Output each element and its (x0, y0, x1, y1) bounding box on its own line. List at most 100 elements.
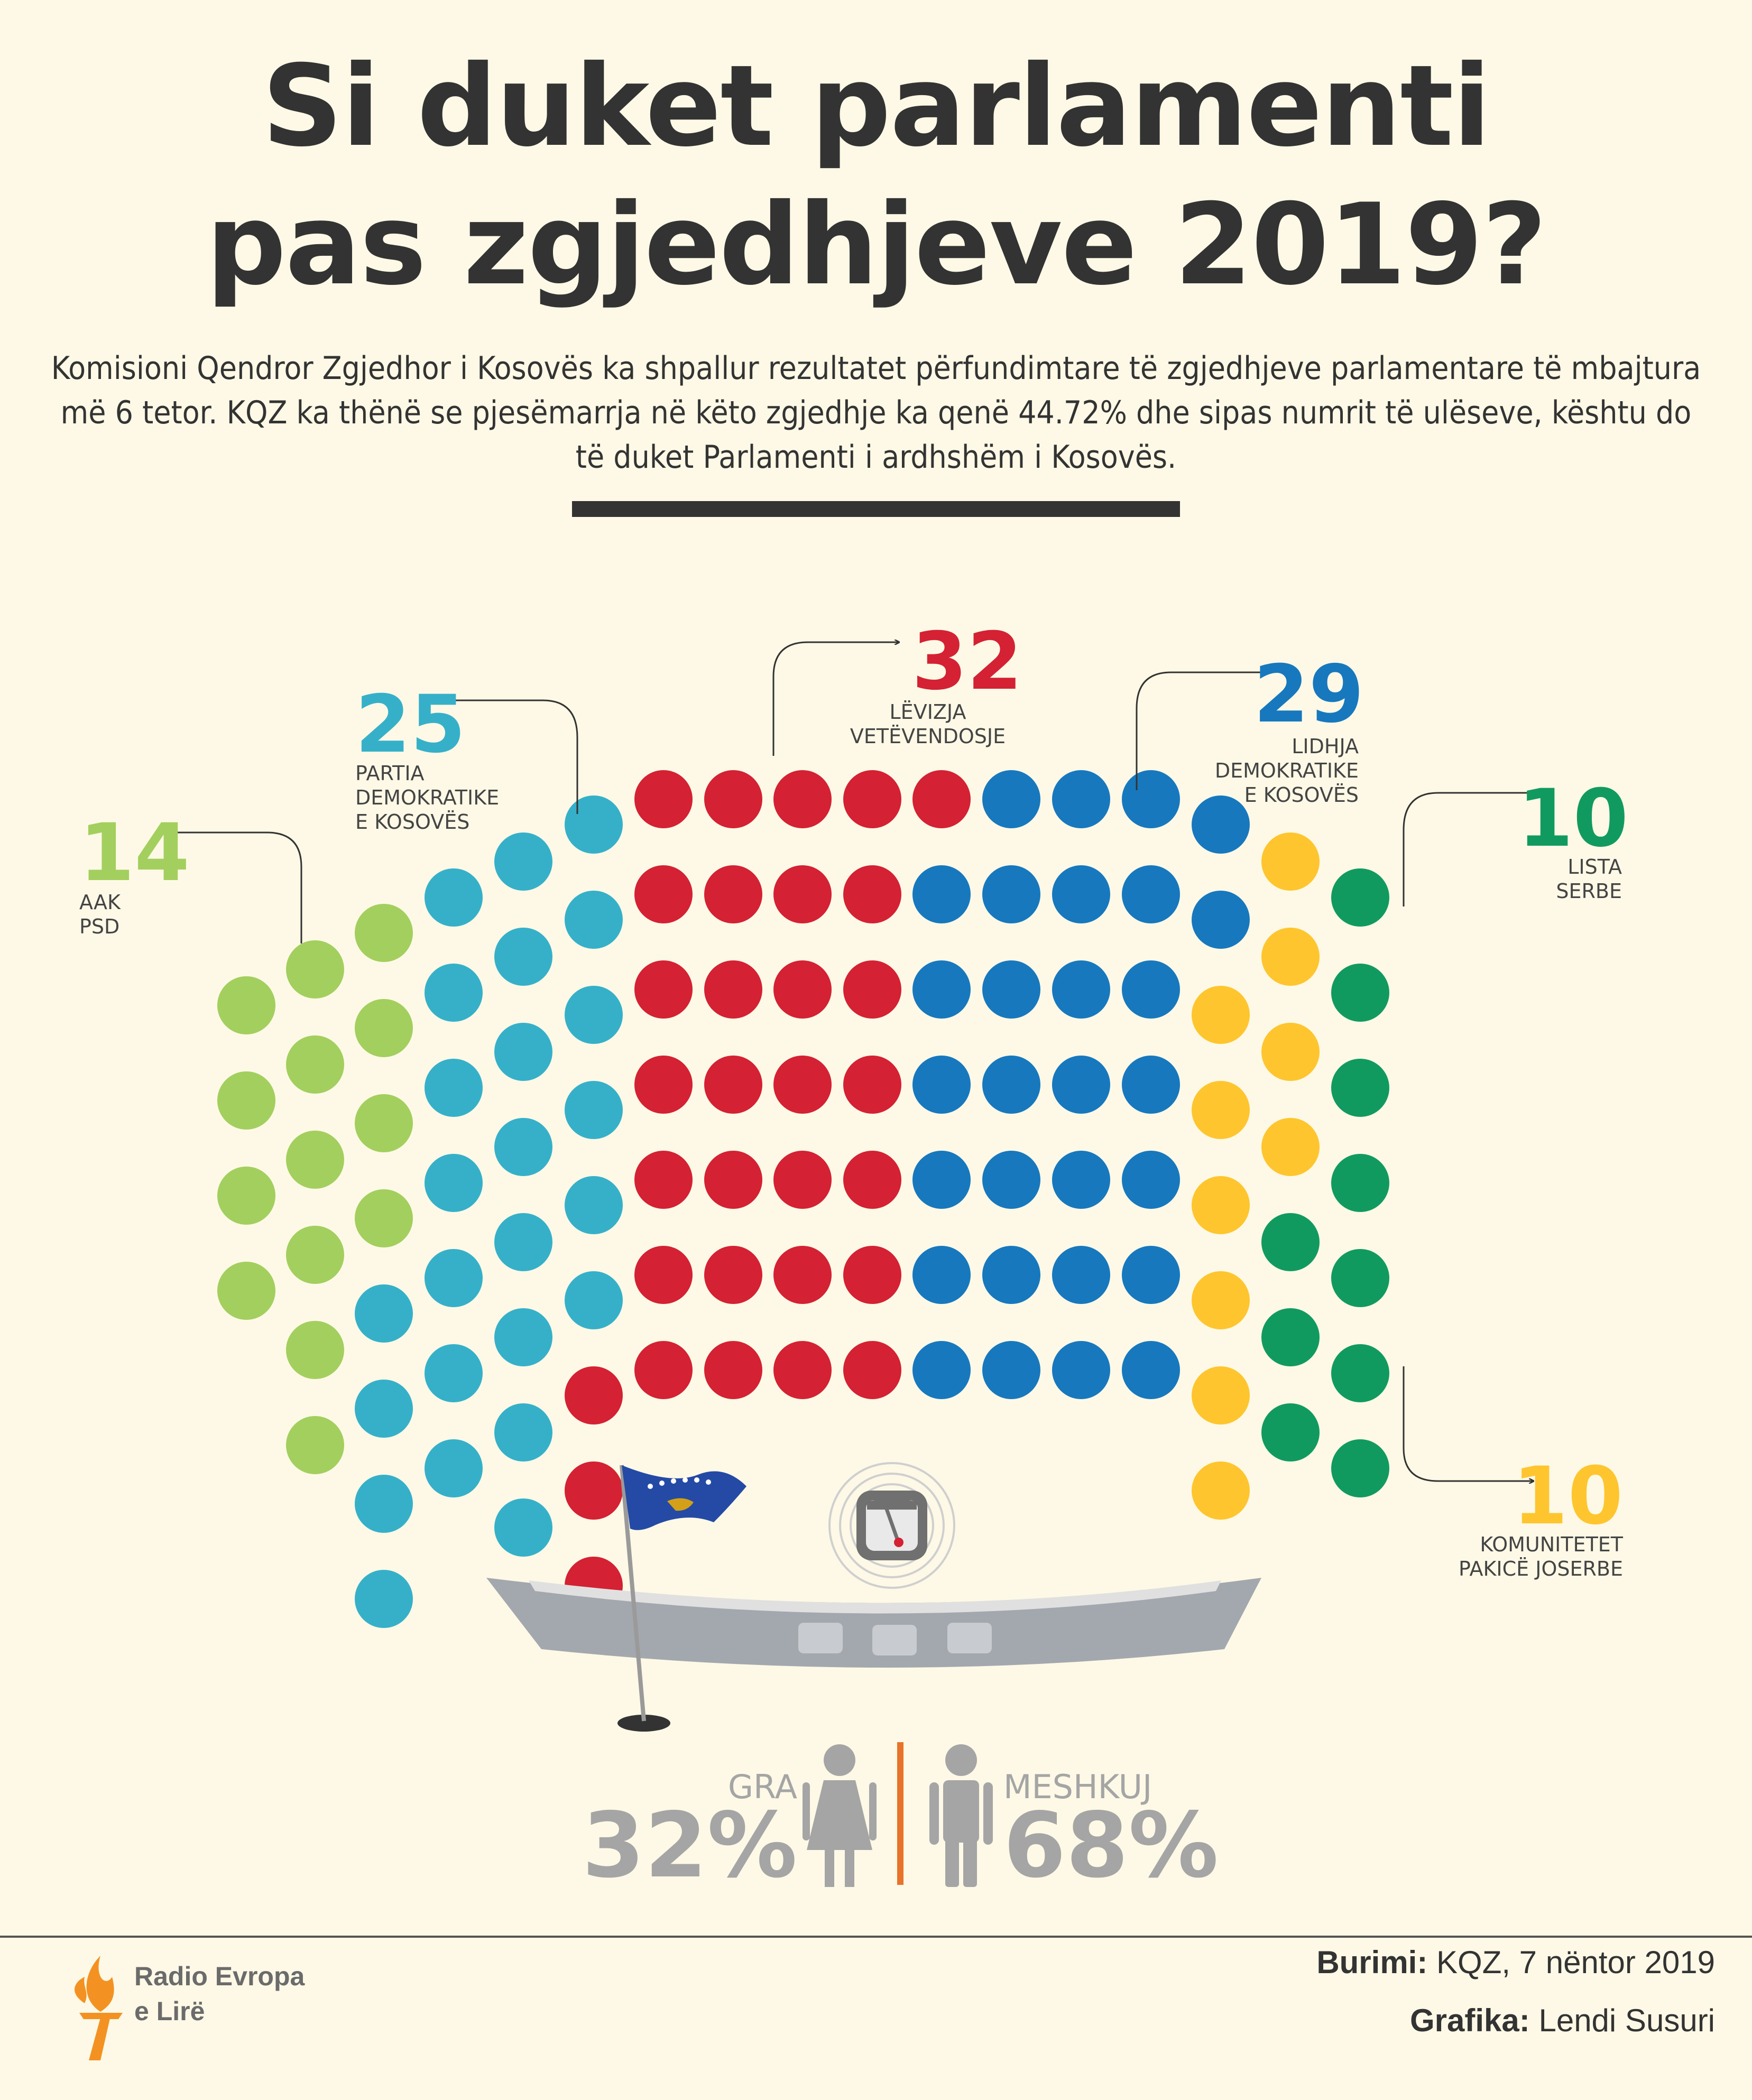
seat-dot (634, 865, 693, 923)
party-seat-count: 32 (912, 616, 1022, 708)
seat-dot (286, 1131, 344, 1189)
logo-line-1: Radio Evropa (134, 1962, 305, 1991)
seat-dot (355, 1284, 413, 1343)
seat-dot (425, 964, 483, 1022)
seat-dot (565, 795, 623, 854)
seat-dot (286, 1321, 344, 1379)
seat-dot (843, 1341, 901, 1399)
seat-dot (1052, 770, 1110, 828)
rfe-logo-text: Radio Evropa e Lirë (134, 1959, 305, 2029)
seat-dot (565, 1271, 623, 1329)
callout-arrow (1403, 1366, 1533, 1481)
seat-dot (1261, 928, 1320, 986)
seat-dot (1331, 1344, 1389, 1402)
seat-dot (912, 1246, 971, 1304)
seat-dot (494, 928, 552, 986)
seat-dot (355, 999, 413, 1057)
rfe-logo-icon (75, 1956, 123, 2060)
gender-divider (897, 1742, 903, 1885)
seat-dot (773, 1341, 832, 1399)
seat-dot (494, 1213, 552, 1271)
men-label: MESHKUJ (1003, 1768, 1152, 1806)
seat-dot (1122, 1151, 1180, 1209)
footer-divider (0, 1936, 1752, 1938)
seat-dot (494, 832, 552, 891)
seat-dot (1331, 868, 1389, 927)
seat-dot (1052, 865, 1110, 923)
seat-dot (982, 770, 1040, 828)
seat-dot (912, 1341, 971, 1399)
seat-dot (912, 1151, 971, 1209)
men-value: 68% (1003, 1793, 1219, 1898)
party-name: AAK PSD (79, 891, 121, 938)
seat-dot (773, 960, 832, 1019)
seat-dot (217, 1262, 275, 1320)
seat-dot (843, 865, 901, 923)
seat-dot (1122, 1341, 1180, 1399)
seat-dot (494, 1118, 552, 1176)
party-name-line: VETËVENDOSJE (850, 725, 1006, 748)
seat-dot (1261, 1118, 1320, 1176)
seat-dot (982, 865, 1040, 923)
source-value: KQZ, 7 nëntor 2019 (1436, 1945, 1715, 1980)
seat-dot (286, 1035, 344, 1094)
seat-dot (1122, 1056, 1180, 1114)
title-divider (572, 501, 1180, 517)
seat-dot (773, 770, 832, 828)
seat-dot (425, 1154, 483, 1212)
seat-dot (1052, 1246, 1110, 1304)
seats-group (217, 770, 1389, 1628)
seat-dot (912, 960, 971, 1019)
seat-dot (773, 1246, 832, 1304)
logo-line-2: e Lirë (134, 1996, 205, 2026)
party-name-line: LIDHJA (1292, 735, 1359, 758)
party-name-line: PSD (79, 915, 119, 938)
seat-dot (425, 868, 483, 927)
party-seat-count: 10 (1513, 1450, 1623, 1542)
seat-dot (1261, 1213, 1320, 1271)
seat-dot (1192, 1461, 1250, 1520)
women-label: GRA (728, 1768, 797, 1806)
seat-dot (634, 1056, 693, 1114)
women-value: 32% (582, 1793, 797, 1898)
seat-dot (1192, 1271, 1250, 1329)
seat-dot (494, 1308, 552, 1366)
seat-dot (1331, 1439, 1389, 1497)
woman-icon (803, 1744, 877, 1887)
seat-dot (1261, 1308, 1320, 1366)
party-name-line: E KOSOVËS (1244, 783, 1359, 807)
seat-dot (843, 770, 901, 828)
seat-dot (634, 1246, 693, 1304)
seat-dot (286, 1226, 344, 1284)
seat-dot (355, 1094, 413, 1152)
seat-dot (355, 1380, 413, 1438)
seat-dot (843, 1246, 901, 1304)
seat-dot (1331, 1249, 1389, 1307)
party-name-line: DEMOKRATIKE (355, 786, 499, 809)
seat-dot (1122, 1246, 1180, 1304)
seat-dot (912, 1056, 971, 1114)
seat-dot (355, 1189, 413, 1247)
source-line: Burimi: KQZ, 7 nëntor 2019 (1316, 1934, 1715, 1992)
seat-dot (634, 770, 693, 828)
seat-dot (565, 891, 623, 949)
party-name: KOMUNITETET PAKICË JOSERBE (1459, 1533, 1624, 1580)
seat-dot (982, 1151, 1040, 1209)
party-seat-count: 29 (1253, 649, 1364, 741)
party-name-line: AAK (79, 891, 121, 914)
seat-dot (1192, 986, 1250, 1044)
party-name: PARTIA DEMOKRATIKE E KOSOVËS (355, 762, 499, 834)
graphic-value: Lendi Susuri (1538, 2003, 1715, 2038)
seat-dot (1122, 960, 1180, 1019)
seat-dot (565, 1366, 623, 1424)
callout-arrow (772, 642, 899, 756)
seat-dot (1331, 1154, 1389, 1212)
seat-dot (217, 1167, 275, 1225)
seat-dot (425, 1344, 483, 1402)
seat-dot (565, 1461, 623, 1520)
seat-dot (1192, 1366, 1250, 1424)
seat-dot (704, 865, 762, 923)
seat-dot (704, 770, 762, 828)
seat-dot (704, 1341, 762, 1399)
party-name-line: DEMOKRATIKE (1215, 759, 1359, 782)
